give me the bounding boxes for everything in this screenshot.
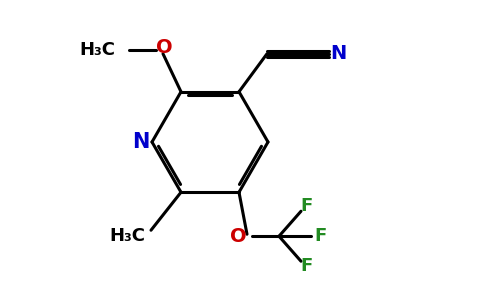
Text: F: F (300, 197, 312, 215)
Text: O: O (156, 38, 172, 57)
Text: N: N (132, 132, 150, 152)
Text: H₃C: H₃C (79, 41, 115, 59)
Text: O: O (230, 227, 246, 246)
Text: F: F (314, 227, 326, 245)
Text: F: F (300, 257, 312, 275)
Text: H₃C: H₃C (109, 227, 145, 245)
Text: N: N (330, 44, 346, 63)
